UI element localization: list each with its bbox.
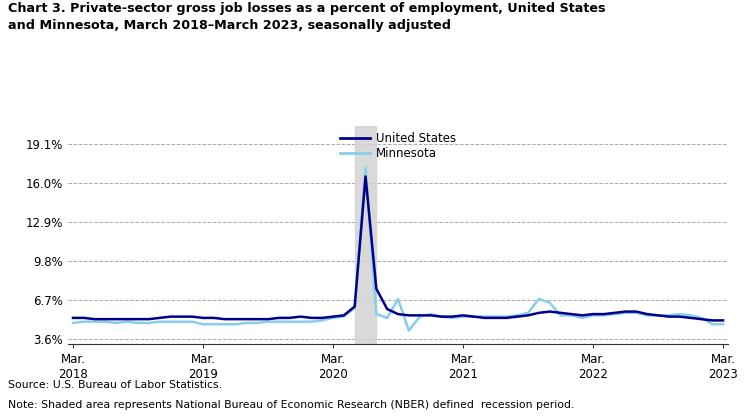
Bar xyxy=(354,126,376,344)
Text: Note: Shaded area represents National Bureau of Economic Research (NBER) defined: Note: Shaded area represents National Bu… xyxy=(8,400,574,410)
Legend: United States, Minnesota: United States, Minnesota xyxy=(340,132,456,160)
Text: Chart 3. Private-sector gross job losses as a percent of employment, United Stat: Chart 3. Private-sector gross job losses… xyxy=(8,2,605,32)
Text: Source: U.S. Bureau of Labor Statistics.: Source: U.S. Bureau of Labor Statistics. xyxy=(8,380,222,390)
